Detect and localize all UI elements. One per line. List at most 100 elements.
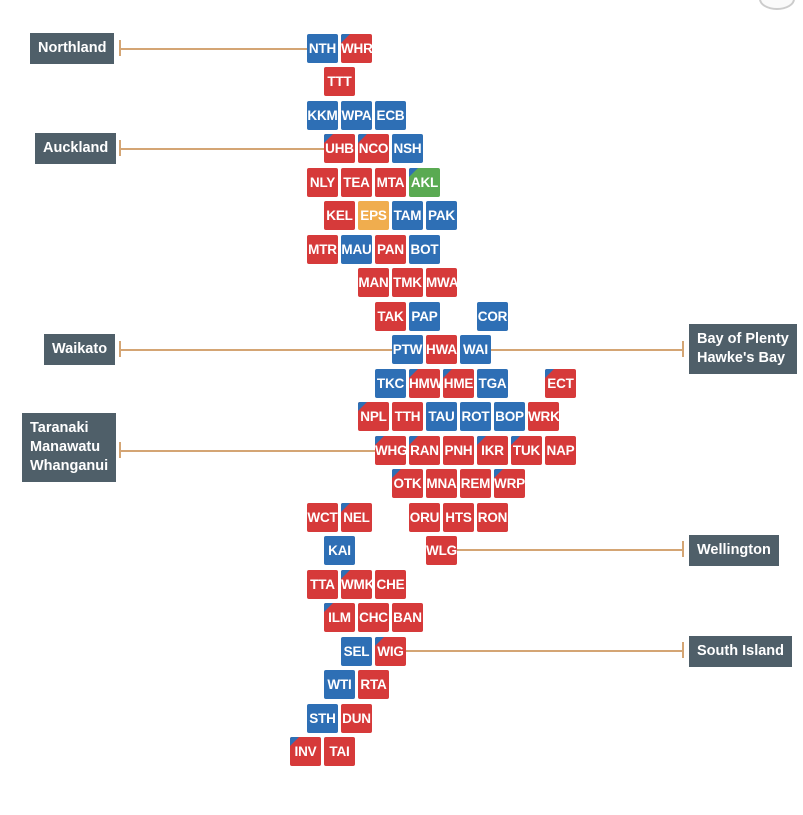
region-label-text: Bay of Plenty	[697, 331, 789, 347]
electorate-tile-nel[interactable]: NEL	[341, 503, 372, 532]
tile-corner-marker	[375, 637, 384, 646]
electorate-tile-ran[interactable]: RAN	[409, 436, 440, 465]
electorate-tile-wpa[interactable]: WPA	[341, 101, 372, 130]
electorate-tile-wti[interactable]: WTI	[324, 670, 355, 699]
electorate-tile-ban[interactable]: BAN	[392, 603, 423, 632]
electorate-code: WLG	[426, 543, 457, 558]
electorate-tile-tkc[interactable]: TKC	[375, 369, 406, 398]
electorate-tile-rta[interactable]: RTA	[358, 670, 389, 699]
electorate-code: HTS	[445, 510, 472, 525]
electorate-code: WHG	[375, 443, 406, 458]
connector-tick	[682, 541, 684, 557]
electorate-tile-ecb[interactable]: ECB	[375, 101, 406, 130]
electorate-tile-ilm[interactable]: ILM	[324, 603, 355, 632]
electorate-tile-inv[interactable]: INV	[290, 737, 321, 766]
electorate-tile-pan[interactable]: PAN	[375, 235, 406, 264]
electorate-tile-wrp[interactable]: WRP	[494, 469, 525, 498]
electorate-tile-uhb[interactable]: UHB	[324, 134, 355, 163]
electorate-tile-tuk[interactable]: TUK	[511, 436, 542, 465]
electorate-tile-tmk[interactable]: TMK	[392, 268, 423, 297]
connector-line	[120, 349, 392, 351]
electorate-tile-tth[interactable]: TTH	[392, 402, 423, 431]
electorate-code: WRK	[528, 409, 559, 424]
electorate-tile-akl[interactable]: AKL	[409, 168, 440, 197]
electorate-tile-mau[interactable]: MAU	[341, 235, 372, 264]
electorate-tile-wct[interactable]: WCT	[307, 503, 338, 532]
electorate-tile-hme[interactable]: HME	[443, 369, 474, 398]
electorate-tile-rem[interactable]: REM	[460, 469, 491, 498]
electorate-tile-nsh[interactable]: NSH	[392, 134, 423, 163]
electorate-tile-bop[interactable]: BOP	[494, 402, 525, 431]
electorate-tile-tak[interactable]: TAK	[375, 302, 406, 331]
electorate-tile-tai[interactable]: TAI	[324, 737, 355, 766]
electorate-tile-man[interactable]: MAN	[358, 268, 389, 297]
electorate-tile-ron[interactable]: RON	[477, 503, 508, 532]
connector-tick	[682, 642, 684, 658]
electorate-tile-otk[interactable]: OTK	[392, 469, 423, 498]
tile-corner-marker	[545, 369, 554, 378]
electorate-tile-pnh[interactable]: PNH	[443, 436, 474, 465]
electorate-code: TKC	[376, 376, 405, 391]
electorate-tile-ikr[interactable]: IKR	[477, 436, 508, 465]
electorate-tile-tau[interactable]: TAU	[426, 402, 457, 431]
electorate-code: WTI	[327, 677, 352, 692]
electorate-tile-wrk[interactable]: WRK	[528, 402, 559, 431]
electorate-tile-mna[interactable]: MNA	[426, 469, 457, 498]
electorate-tile-wig[interactable]: WIG	[375, 637, 406, 666]
tile-corner-marker	[324, 134, 333, 143]
electorate-tile-kel[interactable]: KEL	[324, 201, 355, 230]
electorate-tile-kai[interactable]: KAI	[324, 536, 355, 565]
electorate-tile-ttt[interactable]: TTT	[324, 67, 355, 96]
electorate-tile-wai[interactable]: WAI	[460, 335, 491, 364]
electorate-tile-chc[interactable]: CHC	[358, 603, 389, 632]
electorate-tile-tea[interactable]: TEA	[341, 168, 372, 197]
electorate-tile-nly[interactable]: NLY	[307, 168, 338, 197]
electorate-code: BOP	[495, 409, 524, 424]
electorate-tile-eps[interactable]: EPS	[358, 201, 389, 230]
electorate-tile-rot[interactable]: ROT	[460, 402, 491, 431]
connector-tick	[119, 442, 121, 458]
electorate-tile-ect[interactable]: ECT	[545, 369, 576, 398]
electorate-tile-hwa[interactable]: HWA	[426, 335, 457, 364]
region-label-waikato: Waikato	[44, 334, 116, 365]
electorate-tile-sth[interactable]: STH	[307, 704, 338, 733]
electorate-tile-mta[interactable]: MTA	[375, 168, 406, 197]
electorate-tile-kkm[interactable]: KKM	[307, 101, 338, 130]
electorate-code: PAP	[411, 309, 438, 324]
electorate-code: TTA	[310, 577, 335, 592]
electorate-tile-oru[interactable]: ORU	[409, 503, 440, 532]
electorate-tile-hts[interactable]: HTS	[443, 503, 474, 532]
electorate-tile-hmw[interactable]: HMW	[409, 369, 440, 398]
electorate-code: SEL	[343, 644, 370, 659]
electorate-tile-npl[interactable]: NPL	[358, 402, 389, 431]
electorate-code: MWA	[426, 275, 457, 290]
electorate-tile-mwa[interactable]: MWA	[426, 268, 457, 297]
electorate-tile-mtr[interactable]: MTR	[307, 235, 338, 264]
electorate-tile-whr[interactable]: WHR	[341, 34, 372, 63]
electorate-code: STH	[309, 711, 336, 726]
electorate-tile-nco[interactable]: NCO	[358, 134, 389, 163]
electorate-tile-ptw[interactable]: PTW	[392, 335, 423, 364]
electorate-code: MTR	[308, 242, 337, 257]
electorate-tile-tam[interactable]: TAM	[392, 201, 423, 230]
electorate-tile-wmk[interactable]: WMK	[341, 570, 372, 599]
electorate-tile-wlg[interactable]: WLG	[426, 536, 457, 565]
electorate-tile-nth[interactable]: NTH	[307, 34, 338, 63]
region-label-text: Northland	[38, 40, 107, 56]
electorate-tile-whg[interactable]: WHG	[375, 436, 406, 465]
electorate-code: MTA	[376, 175, 405, 190]
electorate-tile-dun[interactable]: DUN	[341, 704, 372, 733]
electorate-tile-sel[interactable]: SEL	[341, 637, 372, 666]
electorate-tile-cor[interactable]: COR	[477, 302, 508, 331]
electorate-tile-tga[interactable]: TGA	[477, 369, 508, 398]
tile-corner-marker	[290, 737, 299, 746]
connector-line	[406, 650, 683, 652]
tile-corner-marker	[494, 469, 503, 478]
electorate-tile-nap[interactable]: NAP	[545, 436, 576, 465]
electorate-tile-tta[interactable]: TTA	[307, 570, 338, 599]
electorate-tile-pak[interactable]: PAK	[426, 201, 457, 230]
electorate-tile-bot[interactable]: BOT	[409, 235, 440, 264]
region-label-text: Whanganui	[30, 458, 109, 474]
electorate-tile-che[interactable]: CHE	[375, 570, 406, 599]
electorate-tile-pap[interactable]: PAP	[409, 302, 440, 331]
